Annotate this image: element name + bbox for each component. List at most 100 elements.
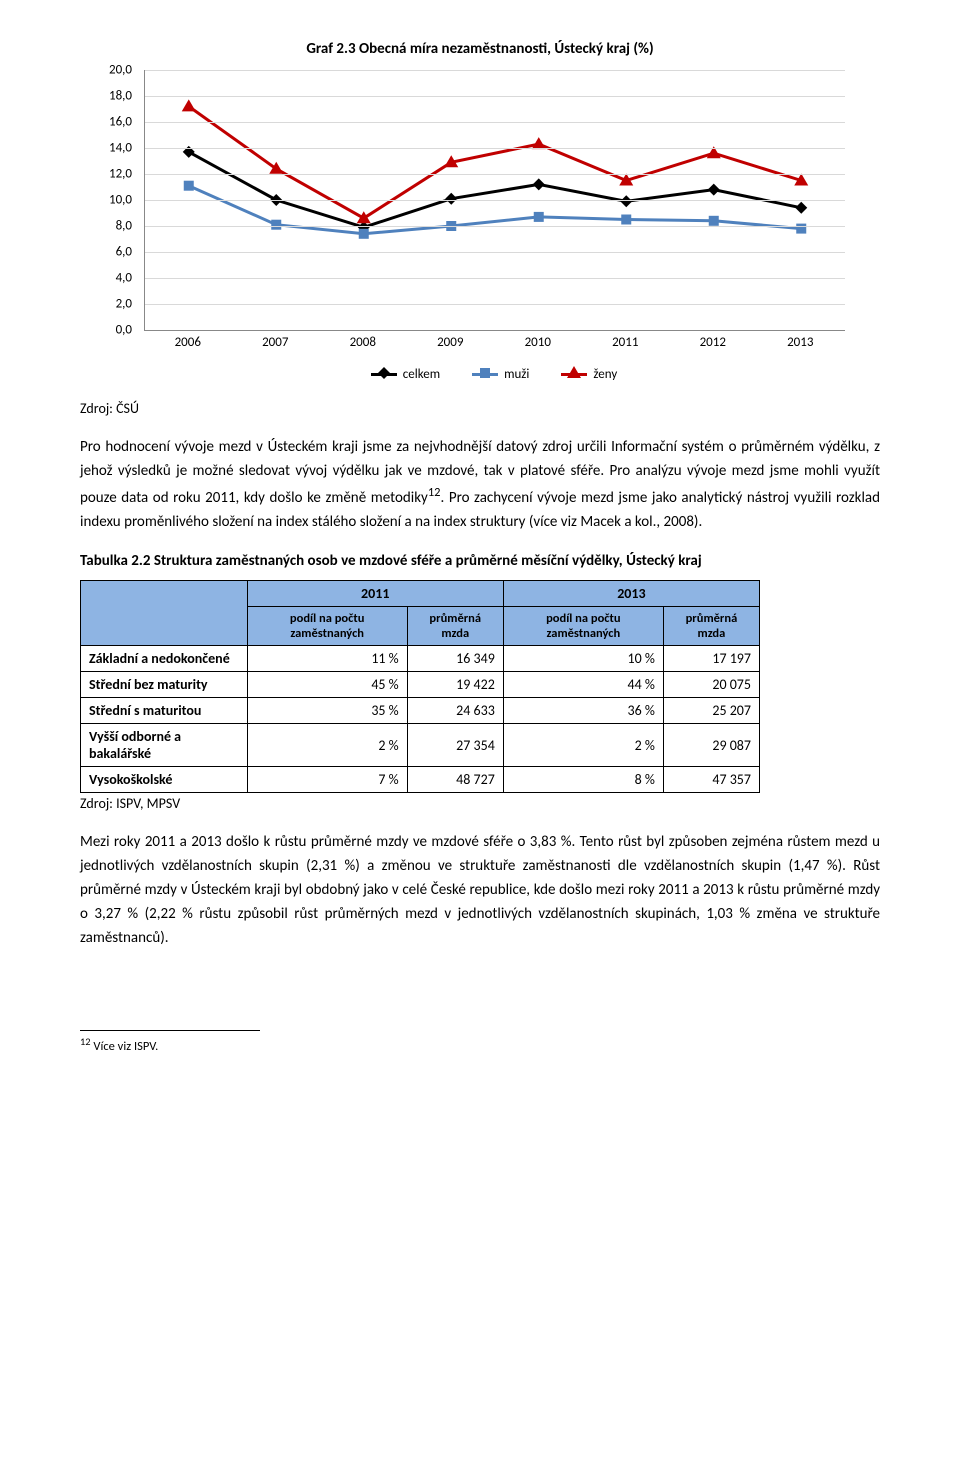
y-tick-label: 18,0 [109,89,132,104]
table-header-year: 2013 [503,581,759,607]
table-subheader: průměrná mzda [663,607,759,646]
x-tick-label: 2007 [262,335,288,350]
y-tick-label: 10,0 [109,193,132,208]
table-row-label: Vyšší odborné a bakalářské [81,724,248,767]
table-row: Střední s maturitou35 %24 63336 %25 207 [81,698,760,724]
grid-line [145,252,845,253]
table-cell: 11 % [247,646,407,672]
series-marker-celkem [795,202,807,214]
x-axis-labels: 2006 2007 2008 2009 2010 2011 2012 2013 [144,335,844,355]
table-cell: 44 % [503,672,663,698]
grid-line [145,278,845,279]
x-tick-label: 2010 [525,335,551,350]
table-cell: 16 349 [407,646,503,672]
series-marker-ženy [182,99,196,111]
footnote-number: 12 [80,1035,91,1048]
series-marker-celkem [533,178,545,190]
y-tick-label: 2,0 [116,297,132,312]
series-marker-ženy [357,211,371,223]
table-cell: 19 422 [407,672,503,698]
series-marker-celkem [445,193,457,205]
table-cell: 48 727 [407,767,503,793]
table-subheader: podíl na počtu zaměstnaných [503,607,663,646]
series-marker-muži [709,216,719,226]
chart-source: Zdroj: ČSÚ [80,400,880,417]
grid-line [145,122,845,123]
footnote: 12 Více viz ISPV. [80,1035,880,1054]
legend-label: ženy [593,367,617,382]
paragraph-2: Mezi roky 2011 a 2013 došlo k růstu prům… [80,830,880,950]
plot-area [144,70,845,331]
table-cell: 2 % [503,724,663,767]
series-marker-muži [184,181,194,191]
table-row: Vysokoškolské7 %48 7278 %47 357 [81,767,760,793]
x-tick-label: 2012 [700,335,726,350]
table-row-label: Základní a nedokončené [81,646,248,672]
series-marker-muži [271,220,281,230]
table-cell: 35 % [247,698,407,724]
table-row-label: Vysokoškolské [81,767,248,793]
grid-line [145,226,845,227]
x-tick-label: 2011 [612,335,638,350]
table-row: Střední bez maturity45 %19 42244 %20 075 [81,672,760,698]
grid-line [145,70,845,71]
legend-label: celkem [403,367,440,382]
y-tick-label: 20,0 [109,63,132,78]
table-cell: 7 % [247,767,407,793]
table-cell: 2 % [247,724,407,767]
series-marker-celkem [620,195,632,207]
y-tick-label: 0,0 [116,323,132,338]
table-row: Vyšší odborné a bakalářské2 %27 3542 %29… [81,724,760,767]
grid-line [145,96,845,97]
table-cell: 10 % [503,646,663,672]
legend-item-muži: muži [472,367,529,382]
table-source: Zdroj: ISPV, MPSV [80,795,880,812]
x-tick-label: 2006 [175,335,201,350]
table-cell: 25 207 [663,698,759,724]
table-cell: 29 087 [663,724,759,767]
grid-line [145,200,845,201]
paragraph-1: Pro hodnocení vývoje mezd v Ústeckém kra… [80,435,880,534]
table-header-blank [81,581,248,646]
legend-label: muži [504,367,529,382]
table-title: Tabulka 2.2 Struktura zaměstnaných osob … [80,552,880,570]
footnote-text: Více viz ISPV. [91,1039,159,1054]
table-row-label: Střední bez maturity [81,672,248,698]
data-table: 20112013podíl na počtu zaměstnanýchprůmě… [80,580,760,793]
table-cell: 17 197 [663,646,759,672]
y-tick-label: 6,0 [116,245,132,260]
series-marker-muži [359,229,369,239]
table-cell: 20 075 [663,672,759,698]
table-cell: 47 357 [663,767,759,793]
table-cell: 27 354 [407,724,503,767]
series-marker-muži [534,212,544,222]
table-header-year: 2011 [247,581,503,607]
table-cell: 36 % [503,698,663,724]
grid-line [145,304,845,305]
grid-line [145,174,845,175]
footnote-ref: 12 [428,485,441,500]
x-tick-label: 2009 [437,335,463,350]
table-subheader: průměrná mzda [407,607,503,646]
chart-title: Graf 2.3 Obecná míra nezaměstnanosti, Ús… [80,40,880,58]
y-axis: 0,02,04,06,08,010,012,014,016,018,020,0 [100,70,140,330]
y-tick-label: 8,0 [116,219,132,234]
legend-item-ženy: ženy [561,367,617,382]
table-cell: 45 % [247,672,407,698]
table-cell: 24 633 [407,698,503,724]
series-marker-celkem [708,184,720,196]
chart-container: 0,02,04,06,08,010,012,014,016,018,020,0 … [100,70,860,390]
grid-line [145,148,845,149]
x-tick-label: 2008 [350,335,376,350]
table-row-label: Střední s maturitou [81,698,248,724]
x-tick-label: 2013 [787,335,813,350]
table-cell: 8 % [503,767,663,793]
y-tick-label: 4,0 [116,271,132,286]
series-marker-muži [621,215,631,225]
y-tick-label: 12,0 [109,167,132,182]
chart-legend: celkem muži ženy [144,365,844,382]
footnote-separator [80,1030,260,1031]
y-tick-label: 16,0 [109,115,132,130]
table-row: Základní a nedokončené11 %16 34910 %17 1… [81,646,760,672]
table-subheader: podíl na počtu zaměstnaných [247,607,407,646]
